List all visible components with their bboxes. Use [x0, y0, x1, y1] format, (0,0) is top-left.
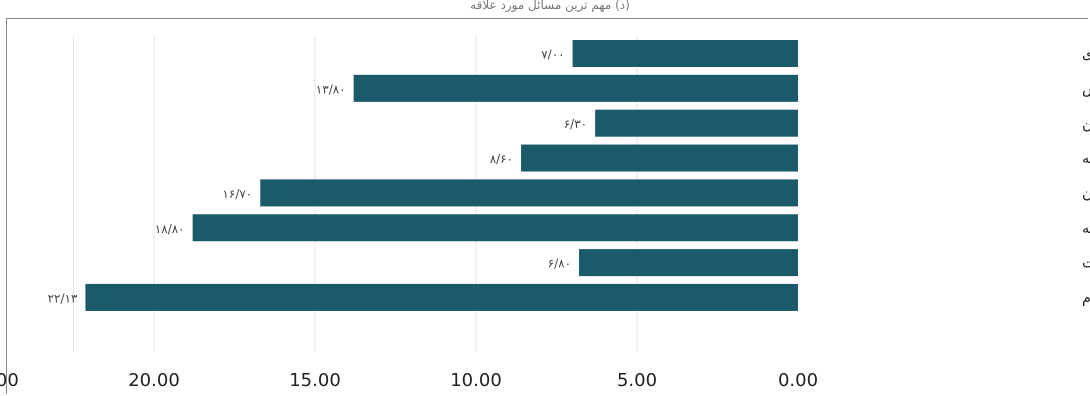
bar	[353, 74, 798, 102]
chart-frame	[6, 18, 1088, 394]
x-tick-label: 5.00	[617, 370, 657, 391]
category-labels: آشپزی مد لباس، مو و آرایش مشکل مسکن مسائل س…	[1082, 45, 1090, 307]
bar	[192, 214, 798, 242]
x-tick-label: 10.00	[450, 370, 502, 391]
bar-value-label: ۱۸/۸۰	[155, 222, 185, 236]
bar	[572, 40, 798, 67]
bar-value-label: ۱۳/۸۰	[316, 82, 346, 96]
category-label: مد لباس، مو و آرایش	[1082, 79, 1090, 97]
value-labels: ۷/۰۰ ۱۳/۸۰ ۶/۳۰ ۸/۶۰ ۱۶/۷۰ ۱۸/۸۰ ۶/۸۰ ۲۲/۱۳	[48, 48, 588, 306]
x-tick-label: 20.00	[128, 370, 180, 391]
bar-value-label: ۶/۸۰	[548, 257, 571, 271]
category-label: مشکل اشتغال و بیکاری جوانان	[1082, 186, 1090, 202]
bar	[579, 249, 798, 277]
category-label: مسائل اقتصادی و تورم	[1082, 290, 1090, 306]
x-tick-label: 25.00	[0, 370, 19, 391]
category-label: مسائل سیاسی جامعه	[1082, 151, 1090, 167]
bar	[521, 144, 798, 172]
bar	[260, 179, 798, 207]
category-label: مسائل محیط زیست	[1082, 256, 1090, 272]
bar-value-label: ۶/۳۰	[564, 117, 587, 131]
category-label: آشپزی	[1082, 45, 1090, 63]
bar-value-label: ۸/۶۰	[490, 152, 513, 166]
bar-value-label: ۷/۰۰	[541, 48, 564, 62]
bars	[85, 40, 798, 311]
x-tick-label: 15.00	[289, 370, 341, 391]
category-label: مشکل مسکن	[1082, 116, 1090, 132]
bar	[85, 283, 798, 311]
x-axis-ticks: 25.00 20.00 15.00 10.00 5.00 0.00	[0, 370, 818, 391]
category-label: مسائل اجتماعی جامعه	[1082, 221, 1090, 237]
x-tick-label: 0.00	[778, 370, 818, 391]
bar-value-label: ۲۲/۱۳	[48, 291, 78, 305]
bar-value-label: ۱۶/۷۰	[222, 187, 252, 201]
top-caption: (ﺩ) ﻣﻬﻢ ﺗﺮﻳﻦ ﻣﺴﺎﺋﻞ ﻣﻮﺭﺩ ﻋﻼﻗﻪ	[470, 0, 630, 12]
bar	[595, 109, 798, 137]
